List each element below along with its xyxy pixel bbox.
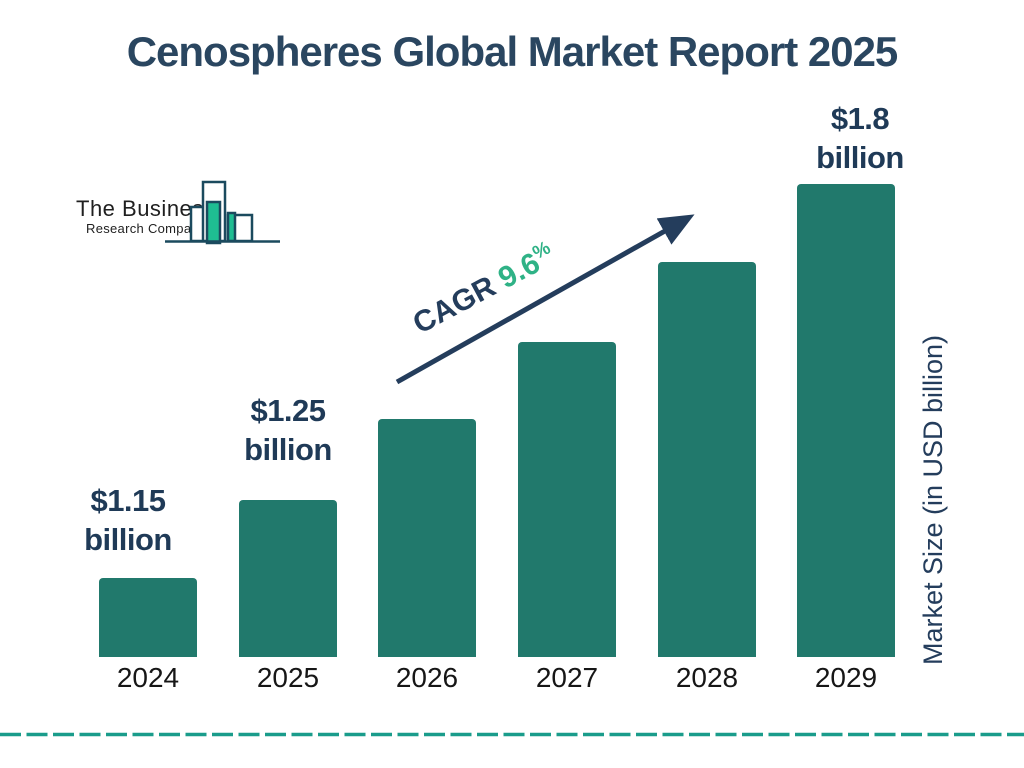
x-tick-2025: 2025 — [256, 662, 320, 693]
x-tick-2024: 2024 — [116, 662, 180, 693]
value-label-2024-amount: $1.15 — [90, 483, 166, 518]
value-label-2029-unit: billion — [816, 140, 904, 175]
value-label-2025-amount: $1.25 — [250, 393, 326, 428]
x-tick-2027: 2027 — [535, 662, 599, 693]
bar-2027 — [518, 342, 616, 657]
y-axis-label: Market Size (in USD billion) — [918, 334, 948, 666]
logo-subname: Research Company — [86, 221, 206, 236]
cagr-word: CAGR — [407, 269, 502, 341]
page-title: Cenospheres Global Market Report 2025 — [126, 28, 899, 75]
x-tick-2026: 2026 — [395, 662, 459, 693]
value-label-2025-unit: billion — [244, 432, 332, 467]
value-label-2025: $1.25 billion — [216, 391, 360, 469]
x-tick-2028: 2028 — [675, 662, 739, 693]
bar-2025 — [239, 500, 337, 657]
value-label-2029-amount: $1.8 — [830, 101, 890, 136]
x-tick-2029: 2029 — [814, 662, 878, 693]
bar-2024 — [99, 578, 197, 657]
bar-2026 — [378, 419, 476, 657]
bar-2028 — [658, 262, 756, 657]
value-label-2024-unit: billion — [84, 522, 172, 557]
value-label-2029: $1.8 billion — [788, 99, 932, 177]
value-label-2024: $1.15 billion — [56, 481, 200, 559]
logo-bar-chart-icon — [165, 180, 280, 245]
bar-2029 — [797, 184, 895, 657]
cagr-label: CAGR 9.6% — [373, 220, 594, 360]
